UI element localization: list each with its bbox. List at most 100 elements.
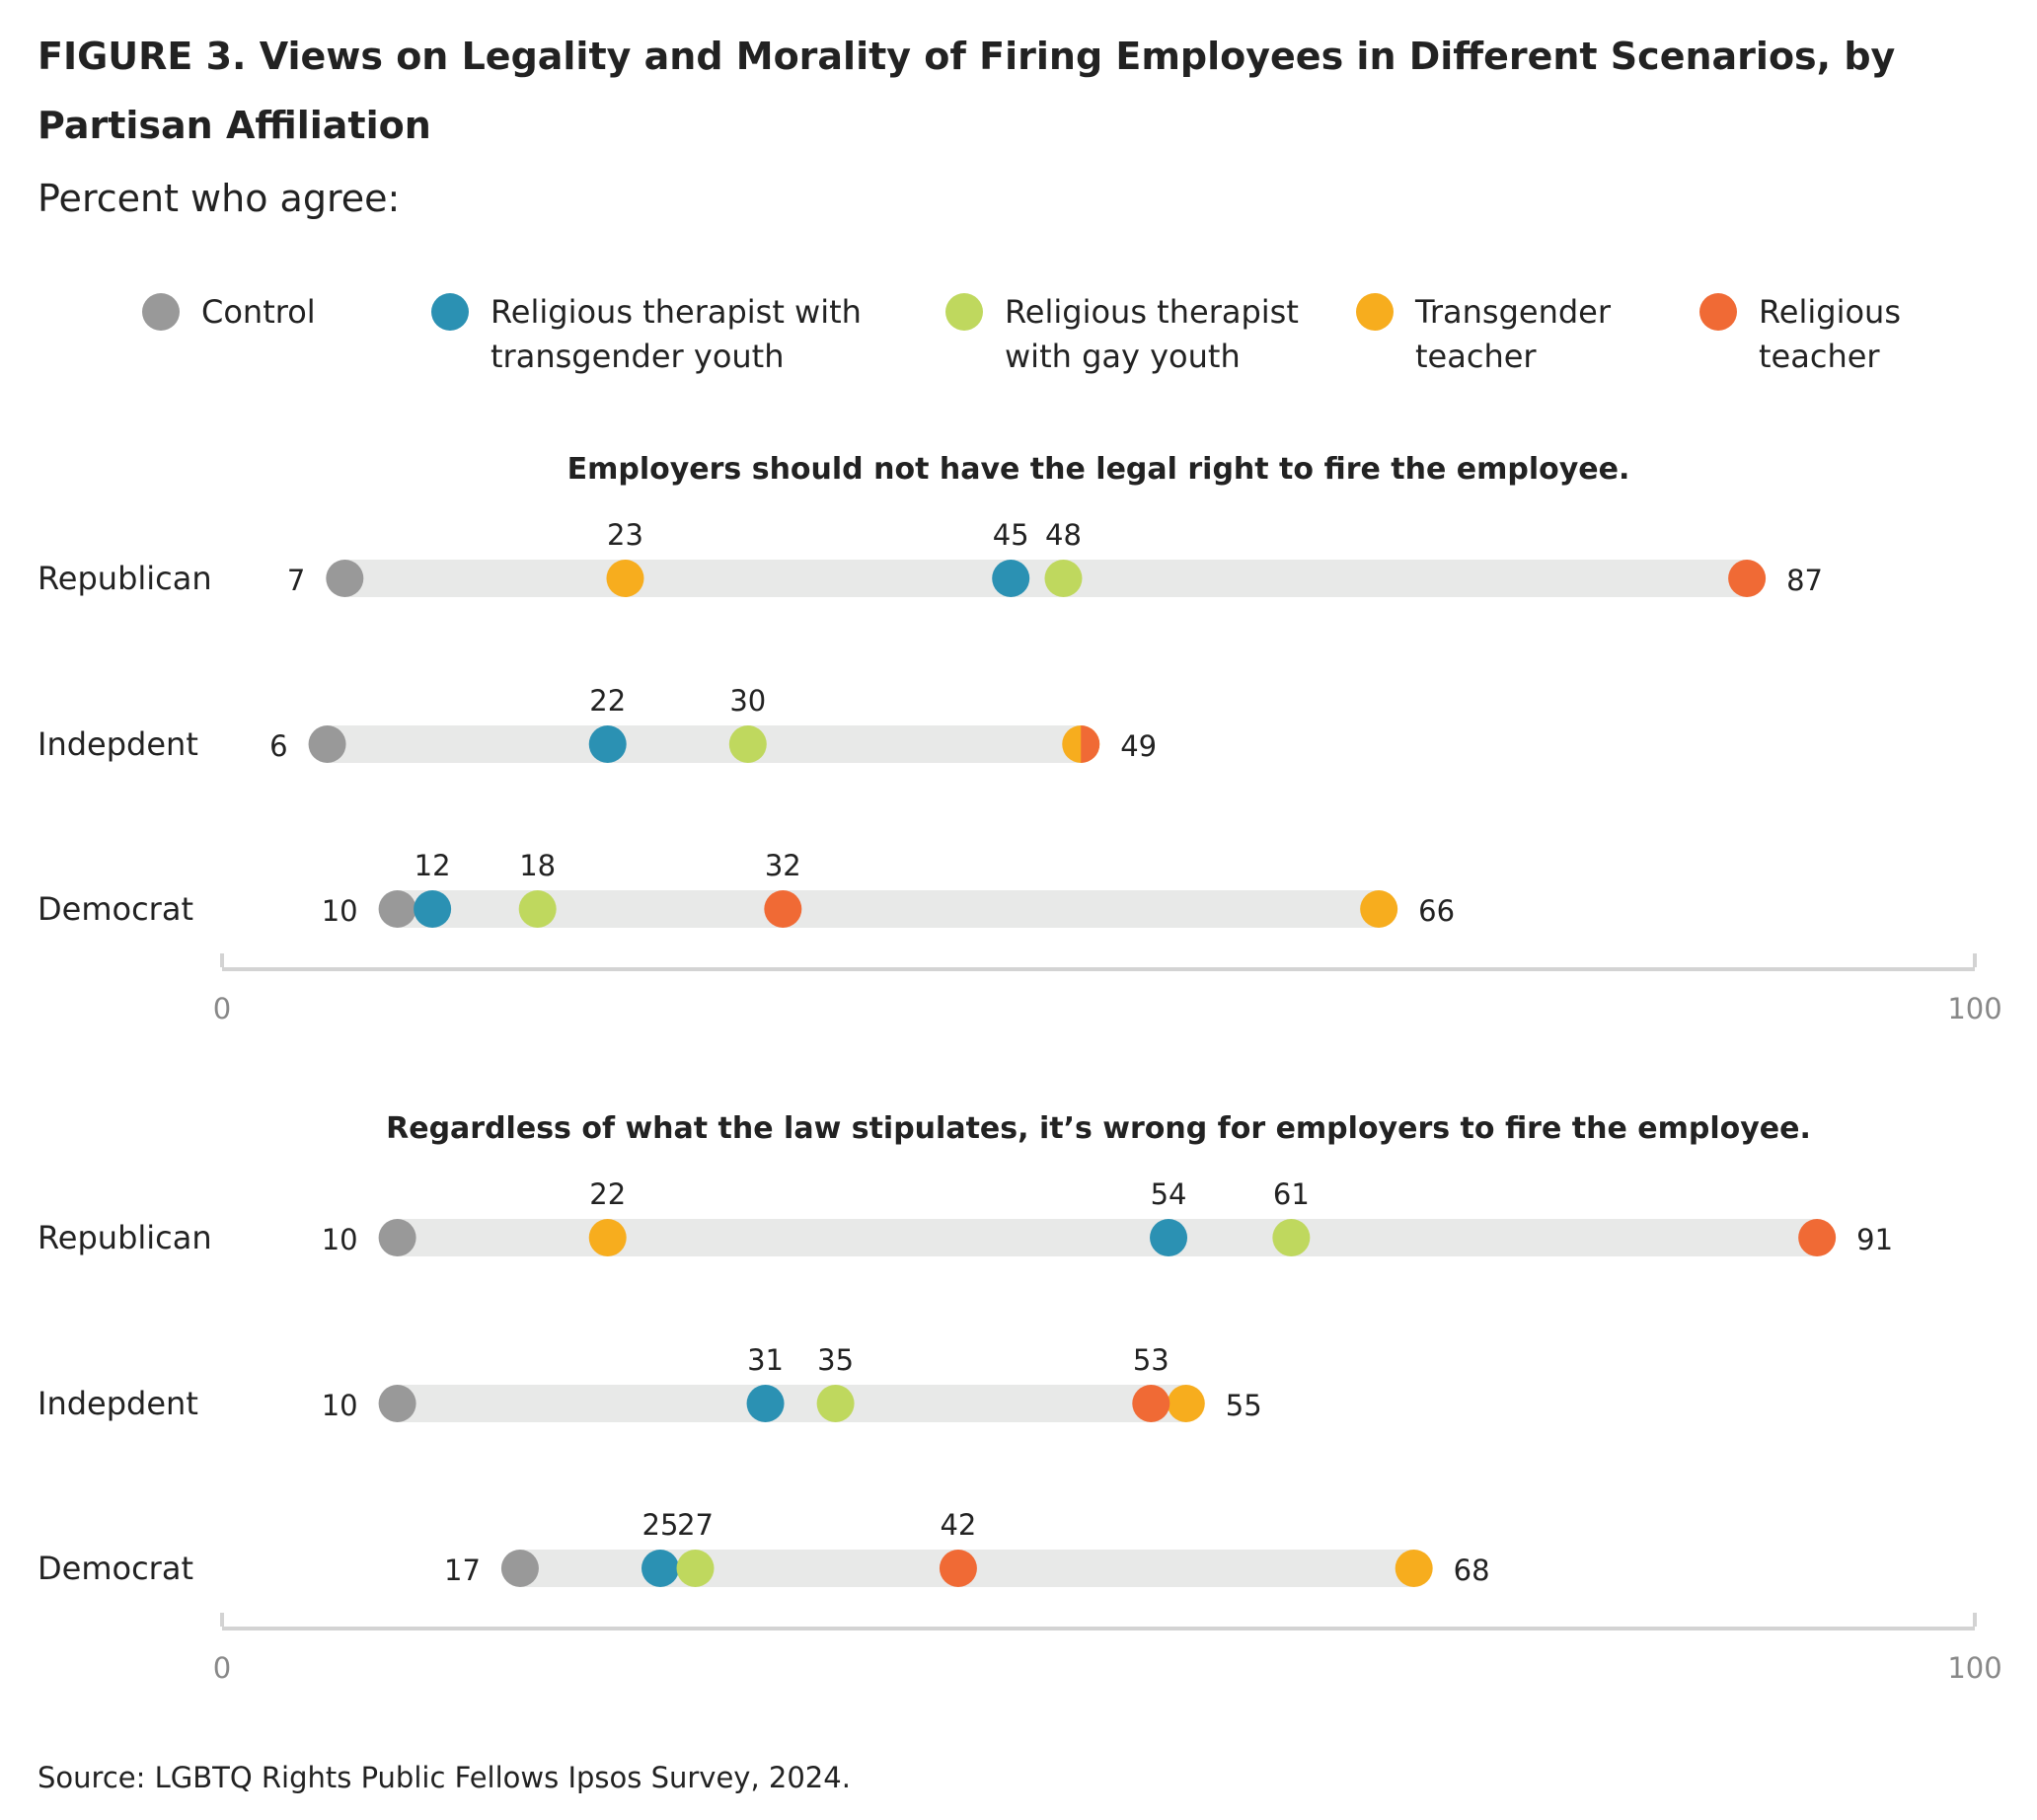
value-label-trans_teacher: 22	[589, 1177, 626, 1211]
range-bar	[327, 725, 1082, 763]
legend-item-trans_teacher: Transgender teacher	[1356, 293, 1612, 375]
legend: Control Religious therapist with transgend…	[142, 293, 1901, 375]
legend-swatch-trans_teacher	[1356, 293, 1394, 331]
dot-ther_gay	[1044, 560, 1083, 597]
source-note: Source: LGBTQ Rights Public Fellows Ipso…	[38, 1761, 851, 1794]
dot-ther_gay	[728, 725, 767, 763]
value-label-rel_teacher: 32	[765, 849, 801, 882]
dot-rel_teacher	[1728, 560, 1767, 597]
dot-ther_trans	[1150, 1219, 1188, 1256]
dot-rel_teacher	[939, 1550, 977, 1587]
legend-swatch-rel_teacher	[1699, 293, 1737, 331]
dot-trans_teacher	[1395, 1550, 1433, 1587]
dot-control	[378, 1385, 416, 1422]
x-tick-label: 100	[1947, 1651, 2001, 1685]
dot-rel_teacher	[764, 890, 802, 928]
value-label-rel_teacher: 49	[1120, 729, 1157, 763]
value-label-trans_teacher: 23	[607, 518, 643, 552]
dot-rel_teacher	[1081, 725, 1100, 763]
range-bar	[397, 1385, 1186, 1422]
dot-control	[308, 725, 346, 763]
panel-title: Employers should not have the legal righ…	[567, 452, 1630, 487]
dot-ther_trans	[588, 725, 627, 763]
panel-1: Employers should not have the legal righ…	[38, 452, 2002, 1025]
value-label-trans_teacher: 66	[1418, 894, 1455, 928]
x-tick-label: 0	[213, 1651, 231, 1685]
row-republican: Republican 7 45 48 23 87	[38, 518, 1823, 597]
legend-label-ther_trans-line2: transgender youth	[490, 338, 785, 375]
x-tick-label: 100	[1947, 992, 2001, 1025]
value-label-ther_gay: 18	[519, 849, 556, 882]
value-label-ther_trans: 25	[642, 1508, 679, 1542]
dot-ther_trans	[746, 1385, 785, 1422]
legend-label-control: Control	[201, 293, 316, 331]
figure-subtitle: Percent who agree:	[38, 177, 400, 220]
x-axis: 0 100	[213, 1613, 2002, 1685]
dot-trans_teacher	[606, 560, 644, 597]
value-label-control: 17	[444, 1554, 481, 1587]
dot-trans_teacher	[588, 1219, 627, 1256]
range-bar	[397, 890, 1380, 928]
value-label-rel_teacher: 53	[1133, 1343, 1169, 1377]
value-label-rel_teacher: 91	[1856, 1223, 1893, 1256]
dot-trans_teacher	[1360, 890, 1398, 928]
legend-swatch-control	[142, 293, 180, 331]
range-bar	[397, 1219, 1818, 1256]
row-label: Republican	[38, 560, 212, 597]
dot-ther_gay	[676, 1550, 715, 1587]
legend-label-rel_teacher-line2: teacher	[1759, 338, 1880, 375]
value-label-ther_gay: 27	[677, 1508, 714, 1542]
value-label-control: 10	[322, 1223, 358, 1256]
value-label-trans_teacher: 55	[1226, 1389, 1262, 1422]
figure-title-line1: FIGURE 3. Views on Legality and Morality…	[38, 35, 1896, 78]
dot-ther_trans	[641, 1550, 679, 1587]
row-label: Democrat	[38, 1550, 193, 1587]
row-label: Indepdent	[38, 725, 198, 763]
dot-rel_teacher	[1798, 1219, 1837, 1256]
legend-label-trans_teacher: Transgender	[1414, 293, 1612, 331]
row-republican: Republican 10 54 61 22 91	[38, 1177, 1893, 1256]
value-label-ther_trans: 54	[1151, 1177, 1187, 1211]
legend-label-trans_teacher-line2: teacher	[1415, 338, 1537, 375]
dot-control	[378, 1219, 416, 1256]
value-label-ther_gay: 48	[1045, 518, 1082, 552]
figure-title-line2: Partisan Affiliation	[38, 104, 431, 147]
value-label-rel_teacher: 87	[1786, 564, 1823, 597]
row-label: Indepdent	[38, 1385, 198, 1422]
panel-title: Regardless of what the law stipulates, i…	[386, 1111, 1811, 1146]
value-label-ther_trans: 22	[589, 684, 626, 718]
row-democrat: Democrat 10 12 18 66 32	[38, 849, 1455, 928]
chart-panels: Employers should not have the legal righ…	[38, 452, 2002, 1685]
value-label-control: 10	[322, 1389, 358, 1422]
dot-ther_gay	[816, 1385, 855, 1422]
dot-ther_trans	[992, 560, 1030, 597]
x-tick-label: 0	[213, 992, 231, 1025]
value-label-control: 6	[269, 729, 287, 763]
dot-ther_gay	[1272, 1219, 1311, 1256]
value-label-control: 7	[287, 564, 305, 597]
row-label: Democrat	[38, 890, 193, 928]
value-label-ther_trans: 45	[993, 518, 1029, 552]
value-label-control: 10	[322, 894, 358, 928]
value-label-ther_gay: 35	[817, 1343, 854, 1377]
dot-ther_gay	[518, 890, 557, 928]
legend-item-ther_gay: Religious therapist with gay youth	[945, 293, 1299, 375]
row-indepdent: Indepdent 6 22 30 49	[38, 684, 1157, 763]
legend-swatch-ther_trans	[431, 293, 469, 331]
legend-swatch-ther_gay	[945, 293, 983, 331]
dot-trans_teacher	[1167, 1385, 1205, 1422]
legend-label-ther_gay: Religious therapist	[1005, 293, 1299, 331]
panel-2: Regardless of what the law stipulates, i…	[38, 1111, 2002, 1685]
row-label: Republican	[38, 1219, 212, 1256]
value-label-ther_trans: 12	[415, 849, 451, 882]
value-label-trans_teacher: 68	[1454, 1554, 1490, 1587]
x-axis: 0 100	[213, 953, 2002, 1025]
legend-item-rel_teacher: Religious teacher	[1699, 293, 1901, 375]
dot-control	[378, 890, 416, 928]
legend-label-rel_teacher: Religious	[1759, 293, 1901, 331]
value-label-ther_gay: 61	[1273, 1177, 1310, 1211]
dot-rel_teacher	[1132, 1385, 1170, 1422]
value-label-ther_trans: 31	[747, 1343, 784, 1377]
